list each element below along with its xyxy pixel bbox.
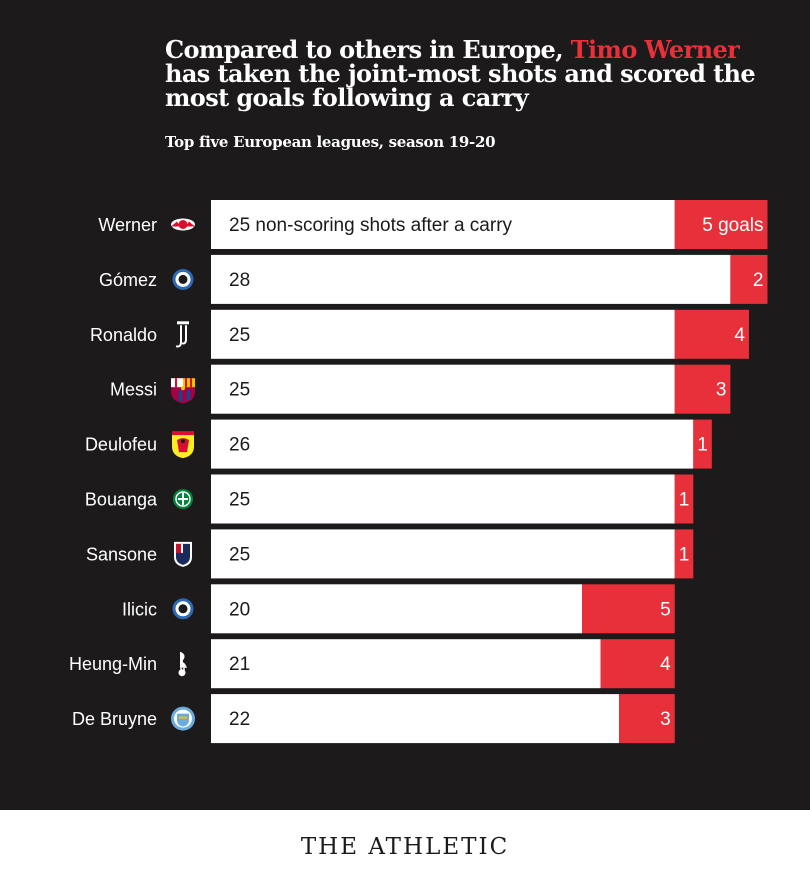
- player-label: Bouanga: [85, 490, 158, 510]
- shots-value-label: 20: [229, 599, 250, 620]
- shots-value-label: 25: [229, 490, 250, 511]
- bologna-icon: [174, 541, 192, 567]
- shots-bar: [211, 200, 675, 249]
- goals-bar: [730, 254, 768, 304]
- goals-value-label: 4: [734, 325, 745, 346]
- goals-value-label: 1: [697, 435, 708, 456]
- shots-value-label: 28: [229, 270, 250, 291]
- player-label: Deulofeu: [85, 435, 157, 455]
- shots-value-label: 26: [229, 435, 250, 456]
- tottenham-icon: [178, 651, 187, 677]
- player-label: Messi: [110, 380, 157, 400]
- shots-bar: [211, 474, 675, 524]
- shots-bar: [211, 529, 675, 579]
- goals-value-label: 5: [660, 599, 671, 620]
- shots-bar: [211, 419, 694, 469]
- barcelona-icon: [171, 378, 195, 404]
- shots-value-label: 25: [229, 544, 250, 565]
- atalanta-icon: [172, 598, 194, 620]
- chart-title: Compared to others in Europe, Timo Werne…: [165, 38, 785, 110]
- player-label: Sansone: [86, 544, 157, 564]
- shots-value-label: 22: [229, 709, 250, 730]
- goals-bar: [674, 200, 768, 249]
- shots-bar: [211, 639, 601, 689]
- chart-subtitle: Top five European leagues, season 19-20: [165, 133, 496, 151]
- brand-logo: THE ATHLETIC: [300, 834, 510, 860]
- goals-value-label: 3: [660, 709, 671, 730]
- player-label: Ronaldo: [90, 325, 157, 345]
- title-part-2: has taken the joint-most shots and score…: [165, 59, 756, 112]
- saint-etienne-icon: [173, 489, 193, 509]
- shots-value-label: 21: [229, 654, 250, 675]
- rb-leipzig-icon: [171, 218, 195, 231]
- juventus-icon: [175, 321, 189, 348]
- goals-bar: [582, 584, 675, 634]
- goals-value-label: 2: [753, 270, 764, 291]
- goals-bar: [600, 639, 675, 689]
- player-label: Gómez: [99, 270, 157, 290]
- goals-value-label: 1: [679, 490, 690, 511]
- shots-bar: [211, 254, 731, 304]
- goals-value-label: 1: [679, 544, 690, 565]
- atalanta-icon: [172, 268, 194, 290]
- goals-bar: [674, 364, 731, 414]
- player-label: Ilicic: [122, 599, 157, 619]
- goals-value-label: 3: [716, 380, 727, 401]
- goals-bar: [674, 474, 694, 524]
- goals-bar: [693, 419, 712, 469]
- player-label: Heung-Min: [69, 654, 157, 674]
- title-highlight: Timo Werner: [570, 35, 740, 64]
- footer: THE ATHLETIC: [0, 810, 810, 881]
- watford-icon: [172, 431, 194, 459]
- shots-value-label: 25: [229, 325, 250, 346]
- manchester-city-icon: [171, 706, 195, 731]
- shots-bar: [211, 309, 675, 359]
- shots-bar: [211, 694, 620, 744]
- shots-bar: [211, 364, 675, 414]
- player-label: De Bruyne: [72, 709, 157, 729]
- shots-value-label: 25: [229, 380, 250, 401]
- shots-bar: [211, 584, 582, 634]
- title-part-1: Compared to others in Europe,: [165, 35, 571, 64]
- bar-chart: Werner 25 non-scoring shots after a carry…: [69, 200, 768, 744]
- goals-bar: [674, 529, 694, 579]
- goals-bar: [674, 309, 749, 359]
- goals-value-label: 4: [660, 654, 671, 675]
- goals-bar: [619, 694, 675, 744]
- player-label: Werner: [98, 215, 157, 235]
- shots-value-label: 25 non-scoring shots after a carry: [229, 215, 513, 236]
- goals-value-label: 5 goals: [702, 215, 763, 236]
